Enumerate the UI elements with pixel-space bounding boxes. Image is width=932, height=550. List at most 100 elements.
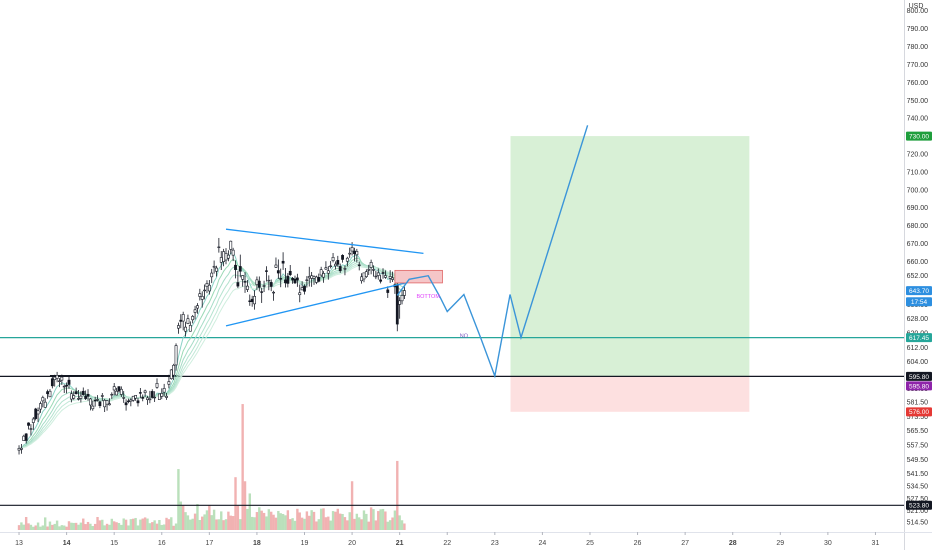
- candle-body: [250, 298, 254, 303]
- volume-bar: [89, 523, 92, 530]
- candle-body: [215, 267, 218, 272]
- volume-bar: [20, 522, 23, 530]
- candle-body: [43, 401, 47, 408]
- candle-body: [203, 289, 206, 292]
- volume-bar: [29, 524, 33, 530]
- volume-bar: [115, 522, 118, 530]
- candle-body: [179, 319, 183, 322]
- candle-body: [169, 369, 173, 379]
- price-axis[interactable]: 514.50 521.00 527.50 534.50 541.50 549.50 557.…: [907, 8, 929, 526]
- volume-bar: [203, 514, 206, 530]
- candle-body: [172, 364, 176, 376]
- candle-body: [46, 391, 49, 395]
- candle-body: [222, 251, 226, 262]
- candle-body: [217, 246, 221, 249]
- volume-bar: [139, 519, 142, 530]
- volume-bar: [272, 514, 275, 530]
- price-tag-label: 595.80: [909, 374, 929, 381]
- candle-body: [150, 391, 154, 398]
- price-tick-label: 760.00: [907, 80, 929, 87]
- volume-bar: [248, 493, 251, 530]
- candle-body: [372, 269, 375, 271]
- candle-body: [312, 276, 316, 279]
- volume-bar: [201, 516, 204, 530]
- volume-bar: [91, 526, 94, 530]
- supply-zone-box: [394, 269, 443, 284]
- volume-bar: [96, 517, 99, 530]
- ema-line: [19, 265, 405, 449]
- volume-bar: [262, 512, 266, 530]
- candle-body: [357, 264, 361, 266]
- candle-body: [36, 410, 40, 415]
- candle-body: [234, 264, 237, 270]
- time-tick-label: 26: [634, 540, 642, 547]
- wedge-upper-trendline: [225, 228, 424, 255]
- volume-bar: [153, 520, 156, 530]
- currency-label: USD: [909, 3, 924, 10]
- volume-bar: [158, 520, 161, 530]
- candle-body: [364, 271, 368, 277]
- volume-bar: [170, 517, 173, 530]
- volume-bar: [355, 513, 359, 530]
- candle-body: [129, 399, 133, 402]
- volume-bar: [189, 519, 192, 530]
- candle-body: [350, 247, 354, 252]
- candle-body: [186, 318, 190, 324]
- volume-bar: [101, 519, 104, 530]
- stop-zone-box: [510, 376, 750, 412]
- volume-bar: [174, 523, 178, 530]
- volume-bar: [246, 508, 249, 530]
- volume-bar: [155, 523, 159, 530]
- volume-bar: [279, 513, 282, 530]
- candle-body: [257, 280, 261, 288]
- volume-bar: [303, 518, 306, 530]
- volume-bar: [365, 513, 368, 530]
- candle-body: [162, 388, 166, 393]
- volume-bar: [70, 522, 73, 530]
- candle-body: [276, 270, 280, 274]
- volume-bar: [255, 512, 259, 530]
- chart-annotation: NO: [460, 334, 469, 340]
- price-tick-label: 581.50: [907, 399, 929, 406]
- wedge-lower-trendline: [225, 276, 429, 327]
- candle-body: [20, 447, 23, 450]
- time-tick-label: 19: [301, 540, 309, 547]
- candle-body: [345, 257, 349, 262]
- candle-body: [400, 295, 404, 302]
- price-tag: [906, 297, 932, 307]
- price-tick-label: 549.50: [907, 457, 929, 464]
- candle-body: [322, 273, 325, 278]
- time-tick-label: 25: [586, 540, 594, 547]
- volume-bar: [108, 524, 111, 530]
- volume-bar: [329, 520, 332, 530]
- volume-bar: [217, 519, 221, 530]
- candle-body: [219, 257, 223, 263]
- candle-body: [265, 270, 268, 272]
- price-tick-label: 557.50: [907, 442, 929, 449]
- price-tag: [906, 371, 932, 381]
- volume-bar: [253, 517, 256, 530]
- volume-bar: [322, 508, 325, 530]
- candle-body: [305, 279, 309, 281]
- volume-bar: [105, 523, 109, 530]
- price-tick-label: 573.50: [907, 414, 929, 421]
- candle-body: [122, 397, 126, 399]
- candle-body: [286, 275, 290, 284]
- candle-body: [96, 399, 99, 401]
- candle-body: [103, 400, 107, 408]
- candle-body: [255, 279, 259, 285]
- volume-bar: [196, 504, 199, 530]
- time-tick-label: 18: [253, 540, 261, 547]
- price-tick-label: 750.00: [907, 98, 929, 105]
- volume-bar: [58, 526, 61, 530]
- volume-bar: [369, 507, 373, 530]
- volume-bar: [93, 523, 97, 530]
- candle-body: [100, 395, 104, 397]
- volume-bar: [286, 510, 290, 530]
- volume-bar: [36, 522, 40, 530]
- candle-body: [310, 275, 314, 279]
- time-axis[interactable]: 13 14 15 16 17 18 19 20 21 22 23 24 25 26 27 28 29 30 31: [15, 532, 879, 547]
- volume-bar: [296, 508, 299, 530]
- position-boxes: [510, 136, 750, 412]
